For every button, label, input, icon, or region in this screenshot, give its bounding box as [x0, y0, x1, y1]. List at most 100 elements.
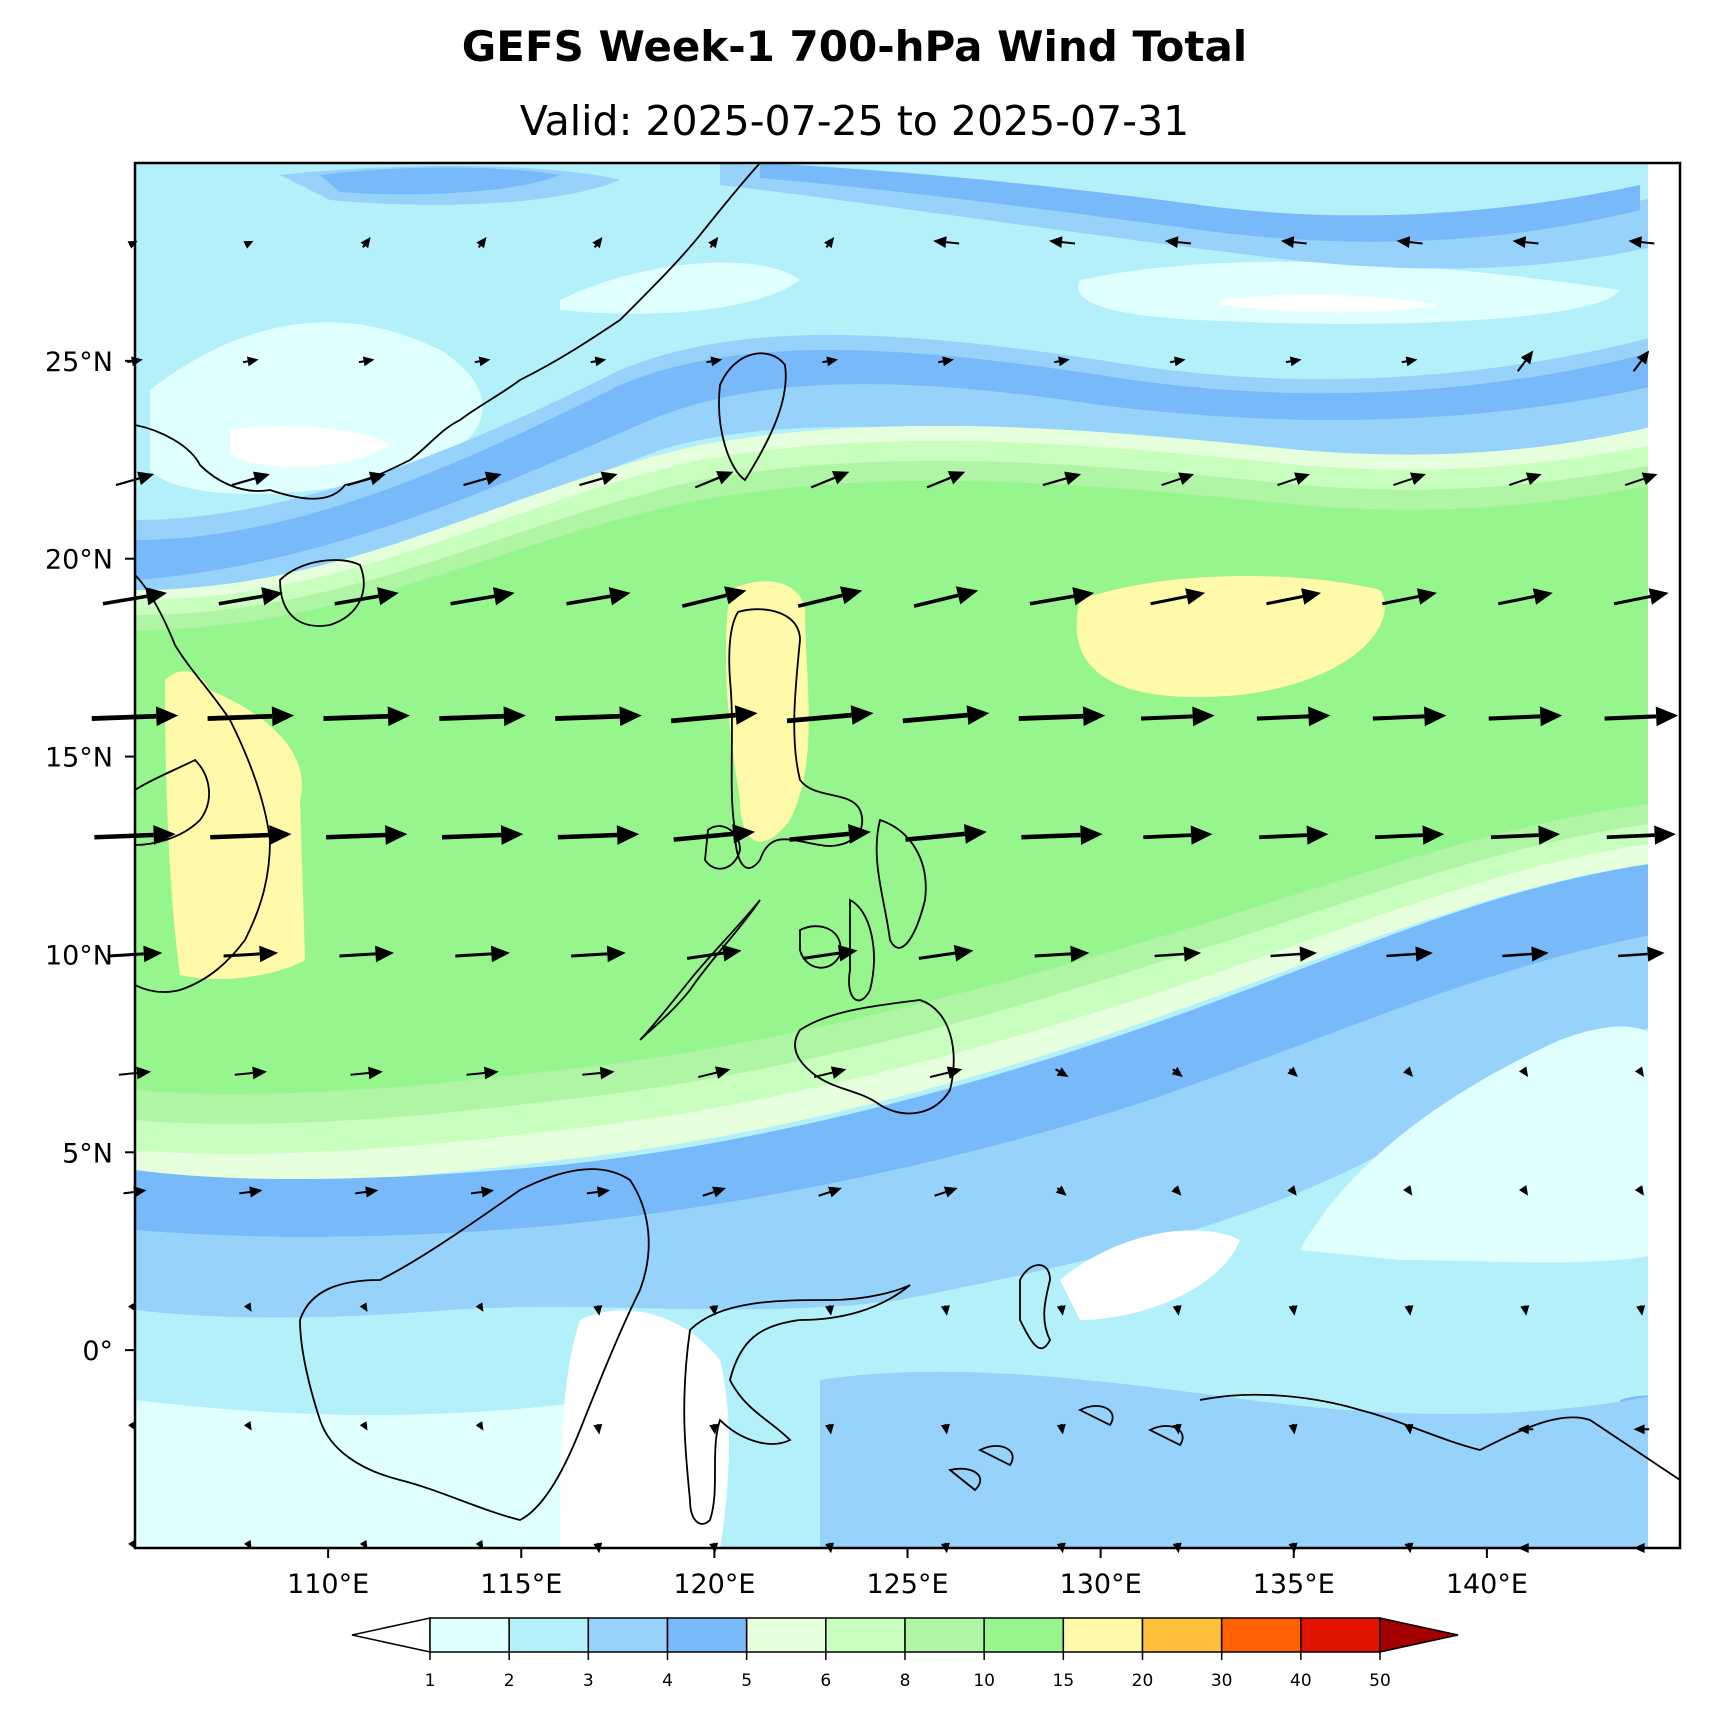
coastline-palawan: [639, 899, 761, 1041]
colorbar-over-extension: [1379, 1617, 1459, 1653]
longitude-axis: 110°E 115°E 120°E 125°E 130°E 135°E 140°E: [287, 1548, 1528, 1600]
wind-arrow: [822, 356, 839, 367]
wind-arrow: [825, 1305, 835, 1316]
colorbar-under-extension: [351, 1617, 431, 1653]
colorbar-tick-label: 2: [504, 1671, 515, 1691]
wind-arrow: [1618, 946, 1665, 962]
wind-arrow: [1288, 1305, 1298, 1316]
wind-arrow: [359, 1302, 368, 1312]
speed-fill-southeast-white: [1060, 1230, 1240, 1320]
wind-arrow: [94, 825, 176, 845]
wind-arrow: [1490, 825, 1561, 845]
wind-arrow: [590, 356, 607, 367]
wind-arrow: [813, 1066, 847, 1079]
wind-arrow: [1632, 350, 1650, 372]
wind-arrow: [1613, 588, 1669, 606]
wind-arrow: [243, 240, 254, 249]
wind-arrow: [825, 1423, 835, 1435]
wind-arrow: [1516, 350, 1534, 372]
speed-fill-jet-north-blue: [280, 163, 1680, 269]
colorbar-tick-label: 15: [1053, 1671, 1075, 1691]
wind-arrow: [1404, 1423, 1414, 1435]
wind-arrow: [694, 471, 734, 489]
coastline-vietnam-west: [135, 758, 210, 846]
wind-arrow: [239, 1186, 263, 1198]
wind-arrow: [1171, 1066, 1183, 1078]
wind-arrow: [1502, 946, 1549, 962]
wind-arrow: [582, 1066, 615, 1080]
wind-arrow: [1018, 706, 1106, 727]
wind-arrow: [1143, 825, 1213, 845]
wind-arrow: [360, 236, 371, 249]
speed-fill-yellow-east: [1076, 576, 1385, 698]
lat-tick-label: 25°N: [45, 347, 113, 378]
wind-arrow: [1055, 1185, 1067, 1196]
wind-arrow: [1606, 825, 1676, 845]
wind-arrow: [91, 706, 179, 727]
wind-arrow: [1403, 1066, 1414, 1078]
wind-arrow: [1054, 356, 1070, 367]
lon-tick-label: 125°E: [866, 1569, 948, 1600]
wind-arrow: [681, 586, 747, 608]
wind-arrow: [686, 944, 742, 962]
wind-arrow: [926, 471, 966, 489]
wind-arrow: [1508, 472, 1542, 486]
lat-tick-label: 20°N: [45, 545, 113, 576]
wind-arrow: [1056, 1423, 1066, 1435]
wind-arrow: [786, 705, 874, 725]
wind-arrow: [1056, 1305, 1066, 1316]
wind-arrow: [1401, 356, 1418, 367]
wind-vectors: [91, 236, 1679, 1554]
lon-tick-label: 140°E: [1446, 1569, 1528, 1600]
wind-arrow: [593, 1305, 603, 1316]
colorbar-tick-label: 5: [741, 1671, 752, 1691]
speed-fill-north-white-2: [230, 425, 390, 468]
lon-tick-label: 110°E: [287, 1569, 369, 1600]
wind-arrow: [1150, 588, 1206, 606]
speed-fill-yellow-west: [165, 671, 305, 980]
wind-arrow: [1386, 946, 1433, 962]
lat-tick-label: 0°: [82, 1336, 113, 1367]
wind-arrow: [323, 706, 411, 727]
wind-arrow: [1034, 945, 1090, 963]
coastline-new-guinea: [1199, 1393, 1680, 1481]
wind-arrow: [339, 945, 395, 963]
wind-arrow: [243, 1421, 252, 1431]
wind-arrow: [466, 1066, 499, 1080]
wind-arrow: [1154, 946, 1202, 962]
colorbar-swatch: [745, 1617, 827, 1653]
colorbar-tick-label: 20: [1132, 1671, 1154, 1691]
wind-arrow: [670, 705, 758, 725]
wind-arrow: [1518, 1066, 1529, 1078]
wind-arrow: [1396, 236, 1423, 248]
wind-arrow: [1029, 587, 1095, 606]
wind-arrow: [359, 1421, 368, 1431]
lat-tick-label: 10°N: [45, 940, 113, 971]
wind-arrow: [231, 471, 270, 487]
wind-arrow: [234, 1066, 267, 1080]
wind-arrow: [334, 587, 399, 606]
colorbar-tick-label: 1: [425, 1671, 436, 1691]
colorbar-swatch: [825, 1617, 906, 1653]
lon-tick-label: 135°E: [1253, 1569, 1335, 1600]
wind-arrow: [1636, 1305, 1646, 1316]
wind-arrow: [557, 825, 640, 845]
wind-arrow: [579, 471, 618, 487]
speed-fill-south-blue-mid: [135, 930, 1680, 1318]
map-subtitle: Valid: 2025-07-25 to 2025-07-31: [519, 97, 1190, 145]
coastline-halmahera: [1019, 1264, 1052, 1350]
wind-arrow: [706, 356, 723, 367]
lon-tick-label: 120°E: [673, 1569, 755, 1600]
wind-arrow: [933, 236, 960, 248]
wind-arrow: [1161, 472, 1195, 486]
lat-tick-label: 15°N: [45, 743, 113, 774]
wind-arrow: [566, 587, 631, 606]
wind-arrow: [123, 1186, 147, 1198]
coastline-islands: [948, 1405, 1184, 1492]
colorbar-tick-label: 10: [973, 1671, 995, 1691]
wind-arrow: [463, 471, 502, 487]
latitude-axis: 0° 5°N 10°N 15°N 20°N 25°N: [45, 347, 135, 1367]
wind-arrow: [593, 1423, 603, 1435]
colorbar-tick-label: 30: [1211, 1671, 1233, 1691]
wind-arrow: [592, 236, 603, 249]
